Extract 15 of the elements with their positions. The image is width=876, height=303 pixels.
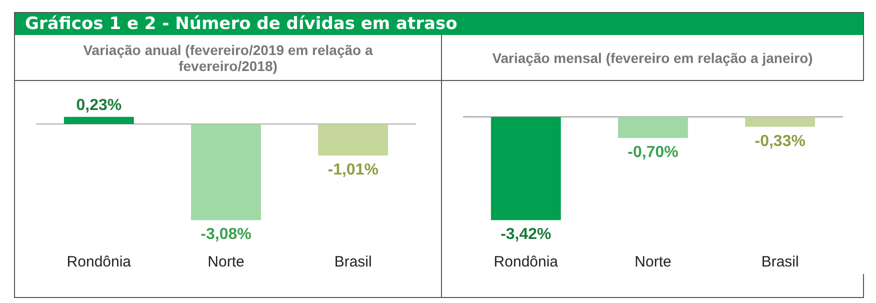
data-label: -0,70% — [628, 144, 678, 161]
chart-subtitle: Variação mensal (fevereiro em relação a janeiro) — [442, 35, 863, 81]
x-tick-label: Norte — [208, 254, 244, 270]
x-tick-label: Brasil — [334, 254, 372, 270]
chart-title: Gráficos 1 e 2 - Número de dívidas em atraso — [15, 13, 863, 35]
x-tick-label: Brasil — [761, 254, 799, 270]
x-tick-label: Rondônia — [66, 254, 132, 270]
data-label: -0,33% — [754, 132, 806, 150]
x-tick-label: Rondônia — [494, 254, 559, 270]
data-label: -3,42% — [500, 226, 552, 244]
data-label: -3,08% — [200, 226, 252, 244]
x-tick-label: Norte — [634, 254, 672, 270]
chart-subtitle: Variação anual (fevereiro/2019 em relação a fevereiro/2018) — [15, 35, 441, 81]
data-label: 0,23% — [76, 96, 122, 114]
data-label: -1,01% — [328, 162, 378, 179]
